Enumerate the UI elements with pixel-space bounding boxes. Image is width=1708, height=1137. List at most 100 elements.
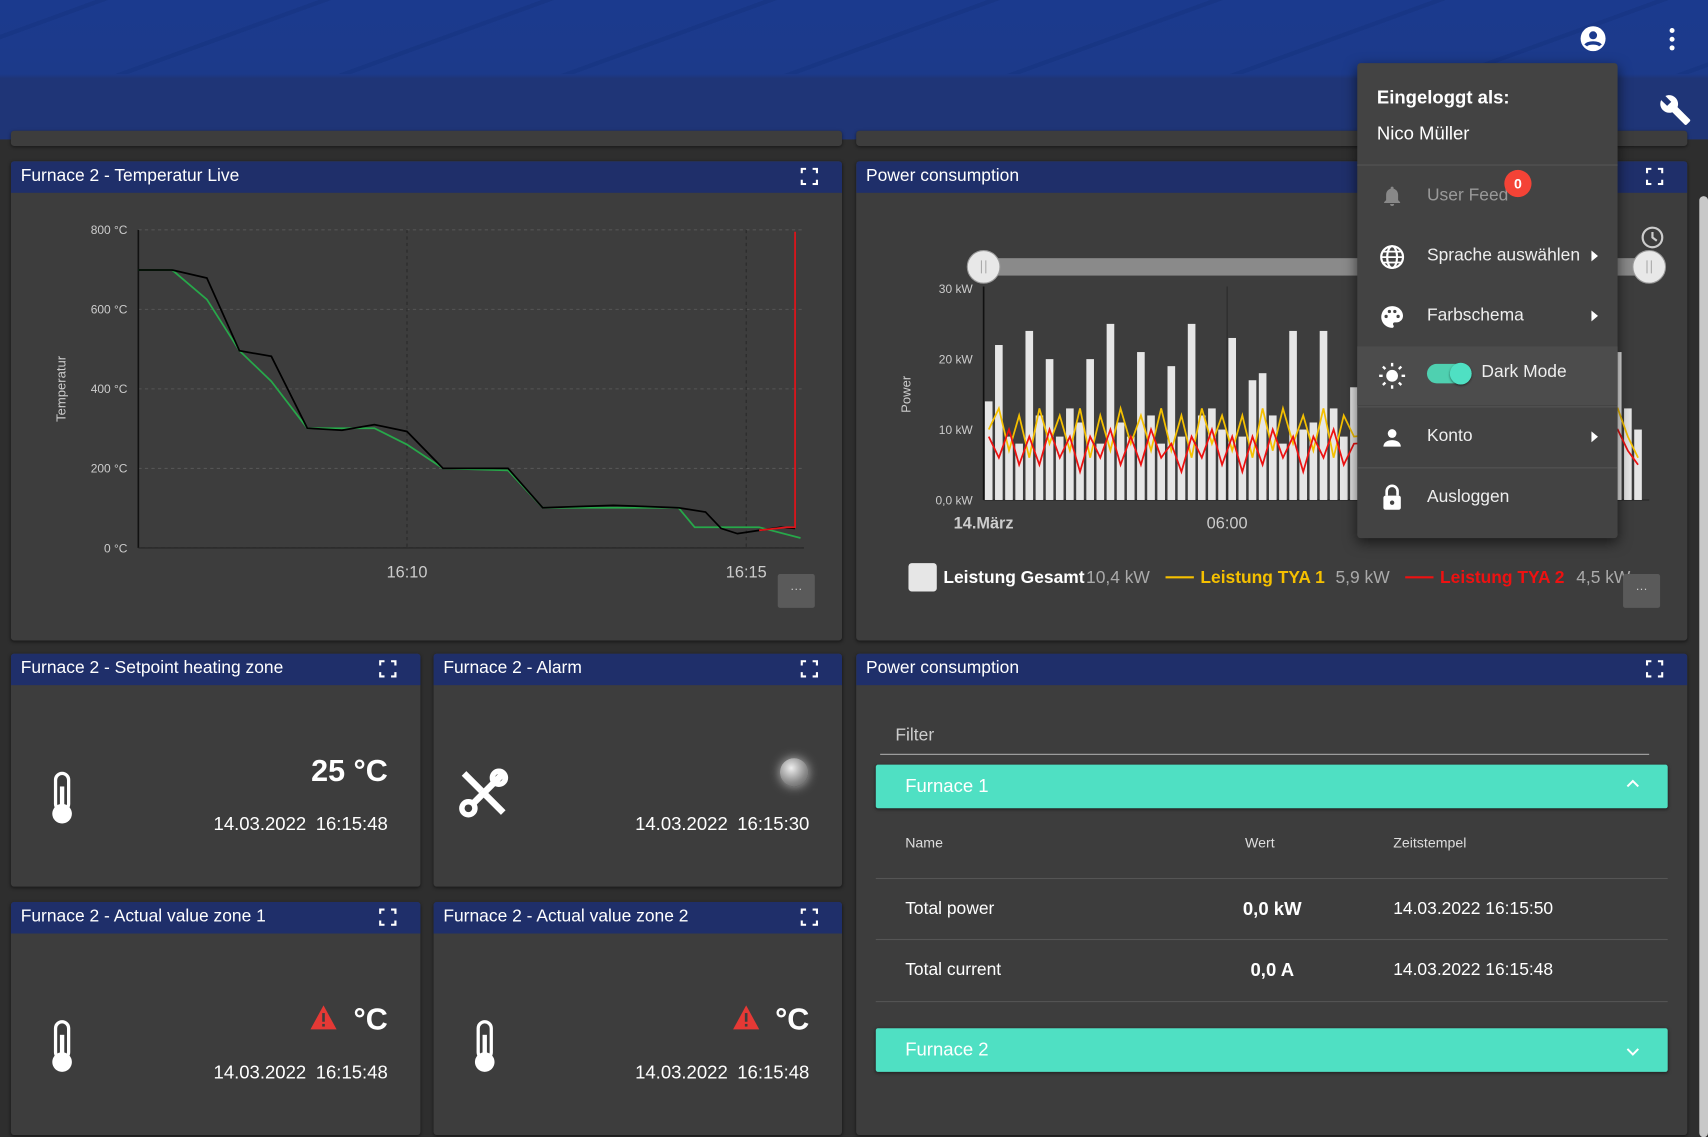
x-tick-label: 16:15: [726, 563, 767, 581]
menu-item[interactable]: Ausloggen: [1426, 488, 1510, 507]
bar: [1035, 415, 1044, 500]
divider: [1357, 406, 1618, 408]
bar: [1187, 323, 1196, 500]
more-button[interactable]: [1623, 574, 1661, 608]
y-axis-label: Temperatur: [53, 355, 68, 422]
series-line: [987, 426, 1639, 475]
user-menu: Eingeloggt als: Nico Müller User Feed 0 …: [1357, 63, 1618, 539]
power-chart: 0,0 kW 10 kW 20 kW 30 kW 14.März 06:00 Power Le…: [899, 226, 1667, 608]
thermometer-icon: [52, 1020, 72, 1072]
y-tick-label: 0,0 kW: [935, 493, 973, 507]
bar: [1096, 443, 1105, 500]
panel-title: Furnace 2 - Actual value zone 2: [433, 901, 843, 934]
group-header[interactable]: Furnace 2: [875, 1028, 1668, 1072]
bell-icon: [1384, 186, 1401, 207]
fullscreen-button[interactable]: [1645, 660, 1664, 678]
range-handle[interactable]: [1632, 249, 1667, 284]
fullscreen-button[interactable]: [800, 167, 819, 186]
fullscreen-button[interactable]: [379, 660, 397, 678]
column-header: Zeitstempel: [1393, 834, 1467, 851]
bar: [1066, 408, 1074, 500]
bar: [1624, 408, 1632, 500]
bar: [1208, 408, 1216, 500]
legend-swatch: [908, 563, 937, 592]
legend-label[interactable]: Leistung TYA 1: [1200, 567, 1325, 587]
row-divider: [875, 1001, 1668, 1003]
range-handle[interactable]: [966, 249, 1001, 284]
dark-mode-toggle[interactable]: [1426, 362, 1472, 385]
fullscreen-button[interactable]: [800, 908, 819, 926]
tile-timestamp: 14.03.2022 16:15:48: [635, 1062, 810, 1083]
cell: 0,0 kW: [1242, 898, 1302, 920]
scrollbar[interactable]: [1699, 196, 1708, 1137]
x-tick-label: 14.März: [954, 514, 1014, 532]
sun-icon: [1379, 362, 1406, 389]
y-tick-label: 30 kW: [939, 282, 974, 296]
menu-item[interactable]: User Feed: [1426, 186, 1509, 205]
warning-icon: [733, 1005, 760, 1030]
settings-button[interactable]: [1659, 94, 1692, 127]
legend-value: 5,9 kW: [1335, 567, 1390, 587]
cell: 0,0 A: [1250, 959, 1295, 981]
tile-timestamp: 14.03.2022 16:15:48: [213, 1062, 388, 1083]
bar: [1157, 443, 1165, 500]
legend-label[interactable]: Leistung Gesamt: [943, 567, 1084, 587]
menu-item[interactable]: Dark Mode: [1481, 362, 1567, 382]
menu-highlight: [1357, 346, 1618, 406]
menu-item[interactable]: Konto: [1426, 427, 1473, 446]
bar: [1268, 415, 1277, 500]
tile-value: 25 °C: [311, 753, 388, 788]
legend-label[interactable]: Leistung TYA 2: [1440, 567, 1564, 587]
y-tick-label: 400 °C: [91, 382, 128, 396]
y-tick-label: 10 kW: [939, 423, 974, 437]
panel-edge: [10, 130, 843, 146]
history-hand: [1651, 232, 1658, 242]
filter-input[interactable]: Filter: [895, 726, 935, 746]
x-tick-label: 06:00: [1207, 514, 1248, 532]
tools-icon: [459, 768, 509, 818]
bar: [1238, 436, 1247, 500]
menu-item[interactable]: Farbschema: [1426, 306, 1524, 325]
group-name: Furnace 1: [905, 775, 989, 797]
bar: [1147, 415, 1155, 500]
bar: [1613, 352, 1622, 500]
bar: [1248, 380, 1257, 500]
bar: [1137, 352, 1145, 500]
tile-timestamp: 14.03.2022 16:15:30: [635, 813, 810, 835]
row-divider: [875, 938, 1668, 941]
panel-title: Furnace 2 - Alarm: [433, 653, 843, 686]
fullscreen-button[interactable]: [800, 660, 819, 678]
thermometer-icon: [52, 771, 72, 824]
bar: [1055, 436, 1064, 500]
more-button[interactable]: [777, 574, 815, 608]
bar: [1258, 373, 1267, 500]
bar: [1177, 436, 1186, 500]
bar: [1339, 436, 1348, 500]
y-tick-label: 800 °C: [91, 223, 128, 237]
tile: Furnace 2 - Setpoint heating zone 25 °C …: [10, 653, 421, 887]
bar: [1167, 366, 1176, 500]
menu-item[interactable]: Sprache auswählen: [1426, 246, 1581, 265]
more-button[interactable]: [1663, 26, 1680, 52]
tile: Furnace 2 - Alarm 14.03.2022 16:15:30: [433, 653, 843, 887]
handle-grip: [980, 260, 987, 274]
fullscreen-button[interactable]: [379, 908, 397, 926]
bar: [1116, 422, 1125, 500]
fullscreen-button[interactable]: [1645, 167, 1664, 186]
bar: [1279, 443, 1287, 500]
group-header[interactable]: Furnace 1: [875, 764, 1668, 809]
panel-title: Furnace 2 - Temperatur Live: [10, 161, 843, 193]
bar: [1126, 436, 1135, 500]
divider: [1357, 467, 1618, 469]
table-panel: Power consumption Filter Furnace 1 Name …: [856, 653, 1688, 1136]
y-tick-label: 20 kW: [939, 352, 974, 366]
badge: 0: [1504, 169, 1532, 198]
panel-title: Furnace 2 - Actual value zone 1: [10, 901, 421, 934]
column-header: Name: [905, 834, 943, 851]
column-header: Wert: [1245, 834, 1275, 851]
filter-underline: [880, 753, 1650, 755]
bar: [984, 401, 993, 500]
account-button[interactable]: [1579, 25, 1606, 52]
bar: [1025, 330, 1034, 500]
